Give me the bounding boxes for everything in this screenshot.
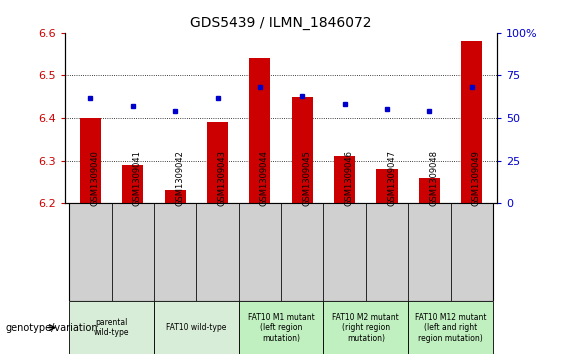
Text: FAT10 M2 mutant
(right region
mutation): FAT10 M2 mutant (right region mutation) [332, 313, 399, 343]
Title: GDS5439 / ILMN_1846072: GDS5439 / ILMN_1846072 [190, 16, 372, 30]
Text: GSM1309041: GSM1309041 [133, 150, 142, 206]
Text: genotype/variation: genotype/variation [6, 323, 98, 333]
Text: FAT10 wild-type: FAT10 wild-type [166, 323, 227, 332]
Bar [80, 118, 101, 203]
Text: parental
wild-type: parental wild-type [94, 318, 129, 337]
Bar [238, 301, 323, 354]
Text: GSM1309040: GSM1309040 [90, 150, 99, 206]
Bar [408, 301, 493, 354]
Bar [249, 58, 271, 203]
Text: FAT10 M12 mutant
(left and right
region mutation): FAT10 M12 mutant (left and right region … [415, 313, 486, 343]
Bar [207, 122, 228, 203]
Bar [281, 203, 323, 301]
Text: GSM1309042: GSM1309042 [175, 150, 184, 206]
Bar [154, 203, 197, 301]
Bar [408, 203, 451, 301]
Bar [112, 203, 154, 301]
Bar [154, 301, 238, 354]
Bar [69, 301, 154, 354]
Text: GSM1309045: GSM1309045 [302, 150, 311, 206]
Bar [334, 156, 355, 203]
Text: GSM1309049: GSM1309049 [472, 150, 481, 206]
Bar [164, 191, 186, 203]
Bar [238, 203, 281, 301]
Bar [451, 203, 493, 301]
Bar [366, 203, 408, 301]
Text: GSM1309047: GSM1309047 [387, 150, 396, 206]
Bar [292, 97, 313, 203]
Bar [197, 203, 238, 301]
Text: GSM1309043: GSM1309043 [218, 150, 227, 206]
Bar [461, 41, 483, 203]
Bar [69, 203, 112, 301]
Bar [323, 301, 408, 354]
Bar [419, 178, 440, 203]
Text: GSM1309044: GSM1309044 [260, 150, 269, 206]
Bar [122, 165, 144, 203]
Text: GSM1309046: GSM1309046 [345, 150, 354, 206]
Bar [376, 169, 398, 203]
Text: GSM1309048: GSM1309048 [429, 150, 438, 206]
Text: FAT10 M1 mutant
(left region
mutation): FAT10 M1 mutant (left region mutation) [247, 313, 315, 343]
Bar [323, 203, 366, 301]
